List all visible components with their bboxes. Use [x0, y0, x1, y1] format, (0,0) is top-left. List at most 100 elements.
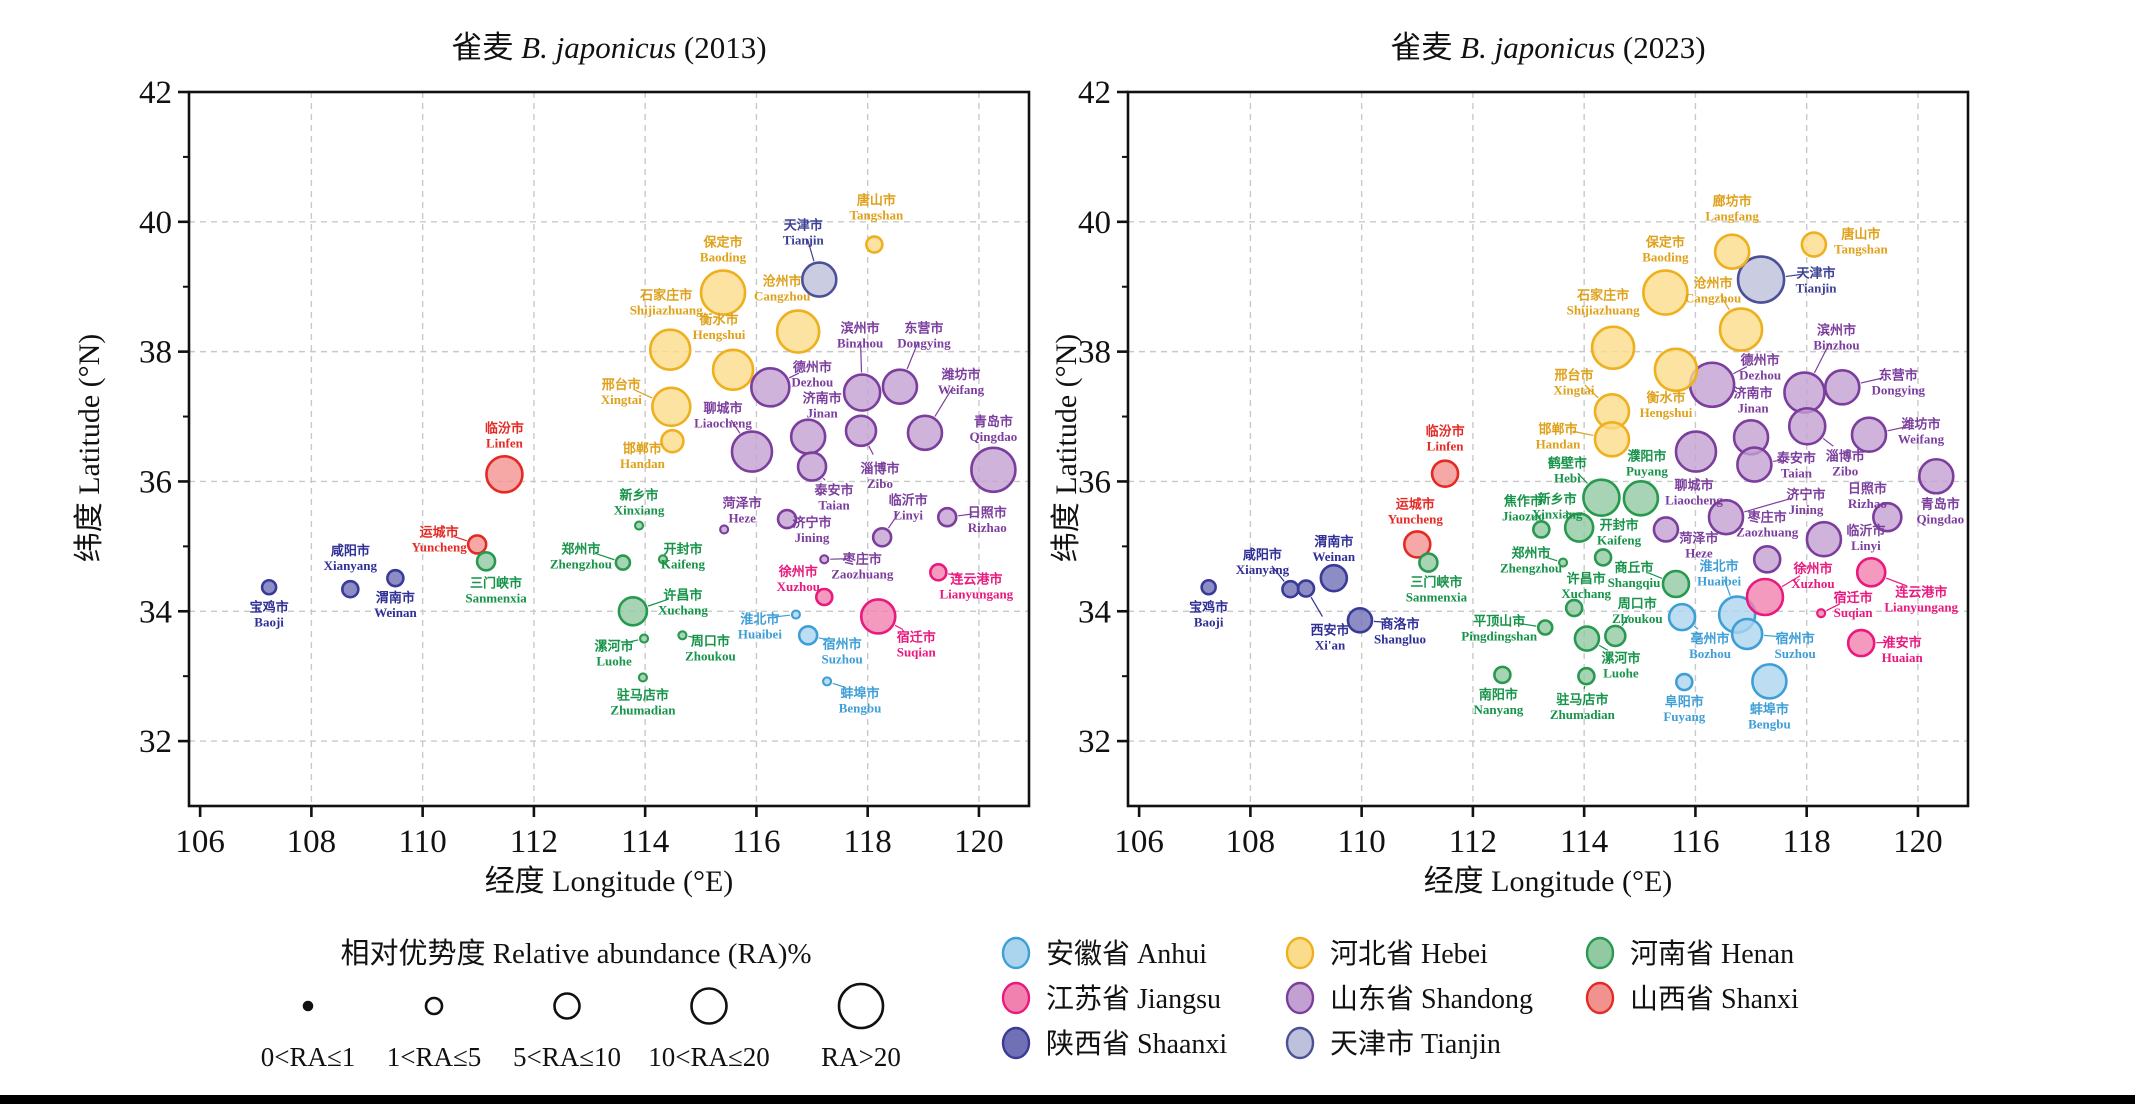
city-label-jinan: 济南市 Jinan	[1734, 385, 1773, 415]
city-label-liaocheng: 聊城市 Liaocheng	[694, 401, 752, 431]
city-label-huaibei: 淮北市 Huaibei	[738, 612, 782, 642]
city-bubble-zhumadian	[1577, 666, 1596, 686]
city-label-xianyang: 咸阳市 Xianyang	[324, 543, 378, 573]
y-tick-label: 38	[139, 335, 172, 371]
city-label-rizhao: 日照市 Rizhao	[1848, 481, 1887, 511]
x-tick-label: 110	[1338, 824, 1386, 860]
city-label-zhoukou: 周口市 Zhoukou	[1612, 596, 1663, 626]
x-tick-label: 106	[175, 824, 225, 860]
city-bubble-luohe	[638, 633, 650, 644]
label-leader	[1723, 579, 1731, 596]
city-label-pingdingshan: 平顶山市 Pingdingshan	[1461, 614, 1538, 644]
label-leader	[1693, 625, 1699, 630]
city-label-shangqiu: 商丘市 Shangqiu	[1608, 560, 1661, 590]
city-bubble-rizhao	[1872, 501, 1903, 533]
label-leader	[1513, 622, 1537, 627]
x-tick-label: 108	[1226, 824, 1276, 860]
province-label-shaanxi: 陕西省 Shaanxi	[1046, 1028, 1227, 1060]
province-swatch-anhui	[1001, 936, 1031, 970]
province-label-hebei: 河北省 Hebei	[1330, 938, 1488, 970]
city-bubble-zaozhuang	[1752, 545, 1782, 574]
size-legend-circle	[302, 1000, 314, 1012]
size-legend-circle	[837, 982, 885, 1030]
city-bubble-xingtai	[651, 386, 692, 428]
city-label-suqian: 宿迁市 Suqian	[1834, 590, 1874, 620]
x-tick-label: 120	[1893, 824, 1943, 860]
label-leader	[1647, 572, 1663, 579]
x-tick-label: 112	[510, 824, 558, 860]
city-bubble-handan	[660, 428, 685, 454]
city-bubble-binzhou	[842, 373, 882, 412]
city-bubble-puyang	[1622, 480, 1660, 517]
city-label-yuncheng: 运城市 Yuncheng	[1388, 496, 1444, 526]
city-label-xianyang: 咸阳市 Xianyang	[1236, 547, 1290, 577]
plot-border	[1126, 90, 1970, 808]
city-label-zhengzhou: 郑州市 Zhengzhou	[550, 542, 612, 572]
city-label-xuchang: 许昌市 Xuchang	[658, 587, 708, 617]
city-label-baoji: 宝鸡市 Baoji	[1189, 599, 1228, 629]
city-label-baoding: 保定市 Baoding	[700, 235, 747, 265]
city-label-puyang: 濮阳市 Puyang	[1626, 448, 1668, 478]
city-bubble-hengshui	[711, 348, 755, 392]
label-leader	[628, 639, 639, 643]
city-label-lianyungang: 连云港市 Lianyungang	[939, 571, 1013, 601]
city-label-zhumadian: 驻马店市 Zhumadian	[610, 687, 676, 717]
city-bubble-zhengzhou	[614, 554, 632, 571]
city-bubble-xian	[1296, 579, 1316, 598]
city-bubble-nanyang	[1493, 665, 1512, 685]
city-bubble-bengbu	[822, 676, 833, 687]
size-legend-label: 5<RA≤10	[513, 1042, 621, 1072]
y-tick-label: 36	[139, 464, 172, 500]
city-bubble-zaozhuang	[819, 554, 830, 565]
city-bubble-xuchang	[617, 595, 649, 627]
y-tick-label: 32	[1078, 724, 1111, 760]
city-bubble-heze	[719, 524, 730, 535]
city-bubble-huaibei	[790, 609, 801, 620]
label-leader	[1773, 459, 1782, 463]
x-tick-label: 114	[1560, 824, 1608, 860]
size-legend-label: 1<RA≤5	[387, 1042, 482, 1072]
province-swatch-jiangsu	[1001, 981, 1031, 1015]
city-label-tangshan: 唐山市 Tangshan	[849, 193, 903, 223]
city-bubble-qingdao	[1917, 457, 1955, 495]
city-bubble-shangluo	[1346, 607, 1374, 634]
city-label-lianyungang: 连云港市 Lianyungang	[1884, 584, 1958, 614]
bottom-bar	[0, 1095, 2135, 1104]
city-label-langfang: 廊坊市 Langfang	[1705, 194, 1759, 224]
label-leader	[1822, 437, 1834, 447]
y-tick-label: 34	[1078, 594, 1111, 630]
province-label-anhui: 安徽省 Anhui	[1046, 938, 1207, 970]
label-leader	[1598, 644, 1609, 651]
city-bubble-zhumadian	[637, 672, 648, 683]
city-bubble-weinan	[386, 568, 405, 588]
city-label-handan: 邯郸市 Handan	[620, 441, 666, 471]
y-tick-label: 42	[139, 75, 172, 111]
city-label-cangzhou: 沧州市 Cangzhou	[1685, 276, 1741, 306]
province-label-henan: 河南省 Henan	[1630, 938, 1794, 970]
city-bubble-yuncheng	[1402, 530, 1432, 559]
city-bubble-kaifeng	[1593, 548, 1613, 567]
city-bubble-jining	[776, 508, 798, 530]
city-label-bozhou: 亳州市 Bozhou	[1689, 631, 1731, 661]
province-swatch-henan	[1585, 936, 1615, 970]
city-bubble-luohe	[1573, 625, 1601, 652]
city-bubble-linfen	[485, 455, 524, 494]
city-bubble-liaocheng	[1674, 430, 1718, 473]
city-bubble-zibo	[844, 414, 878, 448]
plot-title-2023: 雀麦 B. japonicus (2023)	[1390, 22, 1705, 67]
y-tick-label: 38	[1078, 335, 1111, 371]
city-bubble-tianjin	[1736, 255, 1786, 304]
city-label-rizhao: 日照市 Rizhao	[968, 505, 1007, 535]
city-bubble-shijiazhuang	[1590, 325, 1636, 371]
city-label-xuzhou: 徐州市 Xuzhou	[1791, 561, 1834, 591]
label-leader	[822, 477, 826, 481]
city-label-qingdao: 青岛市 Qingdao	[970, 414, 1018, 444]
x-tick-label: 120	[954, 824, 1004, 860]
city-label-weinan: 渭南市 Weinan	[1313, 534, 1356, 564]
province-label-jiangsu: 江苏省 Jiangsu	[1046, 983, 1221, 1015]
city-label-sanmenxia: 三门峡市 Sanmenxia	[465, 575, 527, 605]
city-label-huaibei: 淮北市 Huaibei	[1697, 559, 1741, 589]
label-leader	[887, 511, 901, 529]
city-label-qingdao: 青岛市 Qingdao	[1916, 496, 1964, 526]
city-bubble-sanmenxia	[1418, 552, 1439, 573]
